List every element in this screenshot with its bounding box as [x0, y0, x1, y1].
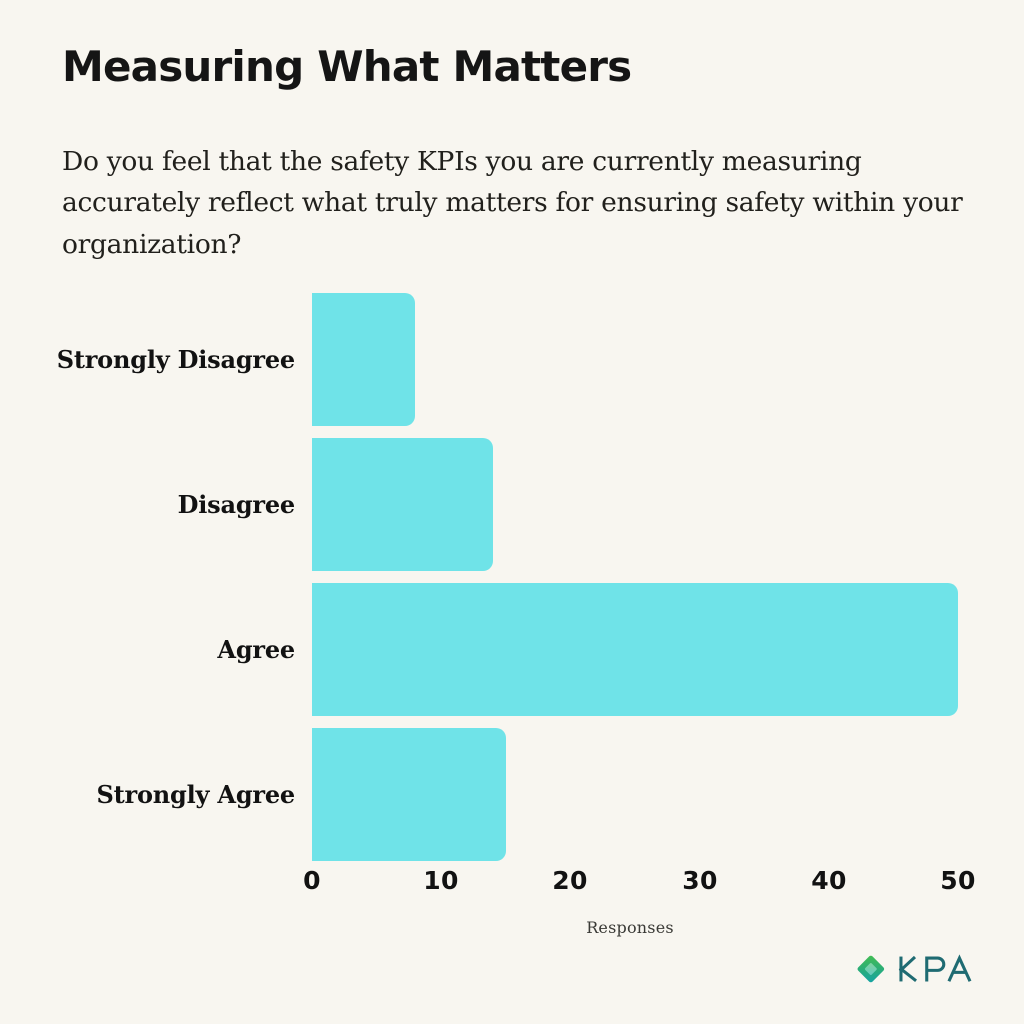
x-axis-title: Responses — [586, 918, 674, 937]
page-title: Measuring What Matters — [62, 42, 632, 91]
x-axis-tick: 20 — [552, 866, 588, 895]
bar-row: Strongly Disagree — [0, 293, 1024, 426]
bar-agree — [312, 583, 958, 716]
kpa-wordmark — [898, 954, 972, 983]
bar-row: Strongly Agree — [0, 728, 1024, 861]
bar-disagree — [312, 438, 493, 571]
bar-category-label: Strongly Disagree — [56, 345, 295, 374]
x-axis-title-wrapper: Responses — [0, 918, 1024, 937]
bar-strongly-disagree — [312, 293, 415, 426]
bar-category-label: Agree — [217, 635, 295, 664]
bar-strongly-agree — [312, 728, 506, 861]
bar-row: Agree — [0, 583, 1024, 716]
x-axis-tick: 50 — [940, 866, 976, 895]
x-axis-tick: 10 — [423, 866, 459, 895]
bar-category-label: Strongly Agree — [96, 780, 295, 809]
x-axis-tick: 30 — [682, 866, 718, 895]
x-axis-tick: 0 — [303, 866, 321, 895]
survey-question-subtitle: Do you feel that the safety KPIs you are… — [62, 146, 963, 260]
kpa-logo — [853, 948, 973, 990]
x-axis-tick: 40 — [811, 866, 847, 895]
bar-row: Disagree — [0, 438, 1024, 571]
bar-category-label: Disagree — [177, 490, 296, 519]
x-axis-ticks: 0 10 20 30 40 50 — [0, 866, 1024, 902]
kpa-diamond-logo-icon — [857, 955, 885, 983]
